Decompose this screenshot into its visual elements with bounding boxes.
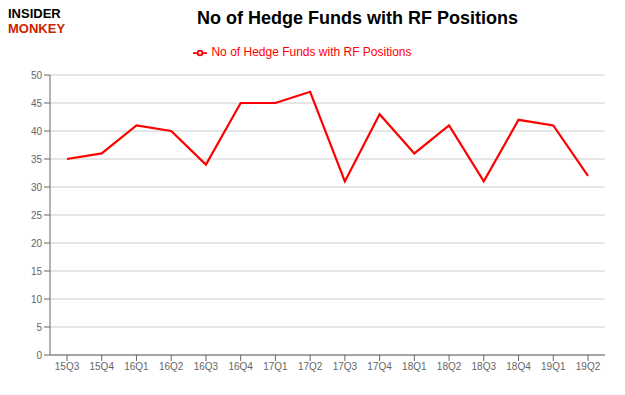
svg-text:18Q2: 18Q2 [437,361,462,372]
svg-text:17Q1: 17Q1 [263,361,288,372]
html-text:No of Hedge Funds with RF Posi: No of Hedge Funds with RF Positions [197,8,518,28]
html-text:INSIDER: INSIDER [8,6,61,21]
svg-text:10: 10 [31,294,43,305]
svg-text:35: 35 [31,154,43,165]
svg-text:19Q1: 19Q1 [541,361,566,372]
svg-text:0: 0 [36,350,42,361]
html-text:MONKEY: MONKEY [8,21,66,36]
svg-text:16Q3: 16Q3 [194,361,219,372]
svg-text:18Q3: 18Q3 [472,361,497,372]
svg-text:15Q4: 15Q4 [89,361,114,372]
svg-text:16Q1: 16Q1 [124,361,149,372]
svg-text:16Q4: 16Q4 [228,361,253,372]
svg-text:15Q3: 15Q3 [55,361,80,372]
svg-text:25: 25 [31,210,43,221]
svg-text:5: 5 [36,322,42,333]
svg-text:17Q4: 17Q4 [367,361,392,372]
svg-text:40: 40 [31,126,43,137]
svg-text:30: 30 [31,182,43,193]
svg-text:20: 20 [31,238,43,249]
svg-text:17Q3: 17Q3 [333,361,358,372]
svg-text:17Q2: 17Q2 [298,361,323,372]
svg-text:18Q4: 18Q4 [506,361,531,372]
svg-text:50: 50 [31,70,43,81]
svg-text:15: 15 [31,266,43,277]
html-text:No of Hedge Funds with RF Posi: No of Hedge Funds with RF Positions [211,45,412,59]
svg-text:45: 45 [31,98,43,109]
svg-text:16Q2: 16Q2 [159,361,184,372]
svg-text:18Q1: 18Q1 [402,361,427,372]
svg-text:19Q2: 19Q2 [576,361,601,372]
